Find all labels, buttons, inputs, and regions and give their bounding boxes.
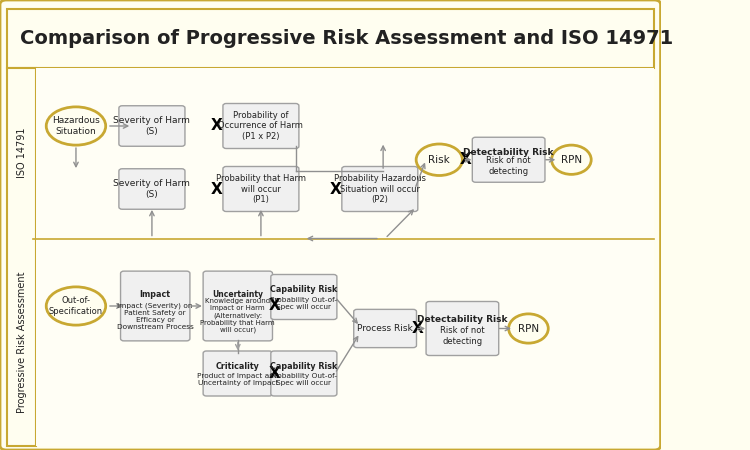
Text: Impact: Impact	[140, 290, 171, 299]
Text: Capability Risk: Capability Risk	[270, 362, 338, 371]
Text: Comparison of Progressive Risk Assessment and ISO 14971: Comparison of Progressive Risk Assessmen…	[20, 29, 673, 48]
FancyBboxPatch shape	[36, 68, 654, 238]
Ellipse shape	[46, 287, 106, 325]
FancyBboxPatch shape	[7, 9, 654, 68]
Text: Progressive Risk Assessment: Progressive Risk Assessment	[16, 271, 27, 413]
Ellipse shape	[416, 144, 463, 176]
Text: Criticality: Criticality	[216, 362, 260, 371]
Text: Out-of-
Specification: Out-of- Specification	[49, 296, 103, 316]
Text: Detectability Risk: Detectability Risk	[464, 148, 554, 157]
FancyBboxPatch shape	[342, 166, 418, 212]
FancyBboxPatch shape	[119, 106, 185, 146]
Text: Risk of not
detecting: Risk of not detecting	[486, 156, 531, 176]
Text: Risk of not
detecting: Risk of not detecting	[440, 326, 485, 346]
FancyBboxPatch shape	[426, 302, 499, 356]
Ellipse shape	[46, 107, 106, 145]
Text: Impact (Severity) on
Patient Safety or
Efficacy or
Downstream Process: Impact (Severity) on Patient Safety or E…	[117, 302, 194, 329]
FancyBboxPatch shape	[472, 137, 545, 182]
Text: X: X	[268, 366, 280, 381]
FancyBboxPatch shape	[354, 310, 416, 347]
Text: RPN: RPN	[561, 155, 582, 165]
Text: Probability that Harm
will occur
(P1): Probability that Harm will occur (P1)	[216, 174, 306, 204]
Text: X: X	[460, 152, 472, 167]
Text: Knowledge around
Impact or Harm
(Alternatively:
Probability that Harm
will occur: Knowledge around Impact or Harm (Alterna…	[200, 298, 275, 333]
Text: X: X	[330, 181, 341, 197]
Text: Capability Risk: Capability Risk	[270, 285, 338, 294]
Text: X: X	[211, 181, 223, 197]
FancyBboxPatch shape	[203, 351, 272, 396]
FancyBboxPatch shape	[36, 238, 654, 446]
FancyBboxPatch shape	[121, 271, 190, 341]
Text: Severity of Harm
(S): Severity of Harm (S)	[113, 116, 190, 136]
Ellipse shape	[509, 314, 548, 343]
Text: Risk: Risk	[428, 155, 450, 165]
Text: Probability Out-of-
Spec will occur: Probability Out-of- Spec will occur	[270, 297, 338, 310]
Ellipse shape	[551, 145, 591, 174]
Text: Hazardous
Situation: Hazardous Situation	[52, 116, 100, 136]
FancyBboxPatch shape	[223, 166, 299, 212]
Text: Probability Out-of-
Spec will occur: Probability Out-of- Spec will occur	[270, 373, 338, 386]
Text: Product of Impact and
Uncertainty of Impact: Product of Impact and Uncertainty of Imp…	[197, 373, 278, 386]
Text: Detectability Risk: Detectability Risk	[417, 315, 508, 324]
Text: Severity of Harm
(S): Severity of Harm (S)	[113, 179, 190, 199]
Text: Uncertainty: Uncertainty	[212, 290, 263, 299]
FancyBboxPatch shape	[271, 351, 337, 396]
Text: Process Risk: Process Risk	[357, 324, 413, 333]
FancyBboxPatch shape	[0, 0, 661, 450]
Text: X: X	[211, 118, 223, 134]
Text: RPN: RPN	[518, 324, 539, 333]
Text: Probability Hazardous
Situation will occur
(P2): Probability Hazardous Situation will occ…	[334, 174, 426, 204]
FancyBboxPatch shape	[203, 271, 272, 341]
Text: X: X	[268, 298, 280, 314]
FancyBboxPatch shape	[223, 104, 299, 148]
FancyBboxPatch shape	[271, 274, 337, 320]
FancyBboxPatch shape	[7, 68, 36, 446]
Text: Probability of
Occurrence of Harm
(P1 x P2): Probability of Occurrence of Harm (P1 x …	[218, 111, 303, 141]
Text: ISO 14791: ISO 14791	[16, 128, 27, 178]
FancyBboxPatch shape	[119, 169, 185, 209]
Text: X: X	[412, 321, 423, 336]
